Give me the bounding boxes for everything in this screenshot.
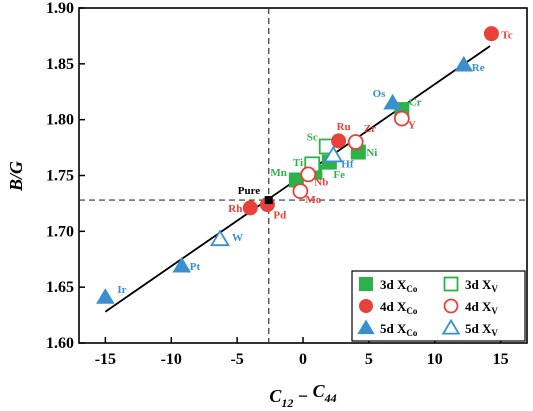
legend-label: 5d XCo <box>380 321 418 338</box>
data-point-ir <box>96 288 115 304</box>
point-label: Rh <box>228 203 242 215</box>
y-tick-label: 1.90 <box>46 0 74 17</box>
legend-marker <box>359 277 373 291</box>
legend-box <box>351 270 526 342</box>
point-label: Hf <box>341 158 354 170</box>
x-tick-label: 15 <box>493 351 509 368</box>
y-tick-label: 1.85 <box>46 56 74 73</box>
legend-label: 3d XCo <box>380 277 418 294</box>
point-label: Ni <box>366 147 377 159</box>
y-tick-label: 1.80 <box>46 112 74 129</box>
y-tick-label: 1.65 <box>46 279 74 296</box>
legend-label: 4d XCo <box>380 299 418 316</box>
data-point-w <box>210 229 230 247</box>
legend-marker <box>443 298 459 314</box>
legend-marker <box>443 276 459 292</box>
data-point-rh <box>242 200 258 216</box>
point-label: Tc <box>501 30 512 42</box>
point-label: Re <box>472 62 485 74</box>
point-label: Sc <box>307 131 318 143</box>
data-point-os <box>383 93 402 110</box>
legend-marker <box>441 318 461 335</box>
y-tick-label: 1.75 <box>46 168 74 185</box>
x-tick-label: 0 <box>299 351 307 368</box>
data-point-pt <box>172 256 192 273</box>
x-tick-label: -15 <box>95 351 116 368</box>
x-tick-label: 10 <box>427 351 443 368</box>
point-label: Os <box>373 88 387 100</box>
point-label: W <box>232 232 243 244</box>
point-label: Pt <box>190 261 201 273</box>
legend-label: 3d XV <box>465 277 498 294</box>
data-point-pure <box>264 196 273 205</box>
x-tick-label: -10 <box>161 351 182 368</box>
x-tick-label: -5 <box>230 351 243 368</box>
point-label: Ti <box>293 157 303 169</box>
point-label: Pure <box>238 185 261 197</box>
legend-label: 4d XV <box>465 299 498 316</box>
point-label: Mn <box>270 167 287 179</box>
data-point-mo <box>292 183 309 200</box>
legend-marker <box>357 319 375 335</box>
point-label: Nb <box>314 176 328 188</box>
data-point-y <box>393 110 410 127</box>
y-tick-label: 1.60 <box>46 335 74 352</box>
x-axis-title: C12 − C44 <box>269 381 336 410</box>
point-label: Zr <box>364 123 376 135</box>
point-label: Y <box>408 120 416 132</box>
data-point-re <box>454 55 474 72</box>
point-label: Ru <box>337 121 351 133</box>
point-label: Cr <box>409 97 422 109</box>
y-tick-label: 1.70 <box>46 223 74 240</box>
point-label: Ir <box>117 284 126 296</box>
point-label: Mo <box>305 194 321 206</box>
data-point-hf <box>323 145 344 163</box>
point-label: Pd <box>273 210 286 222</box>
data-point-zr <box>347 134 364 150</box>
data-point-nb <box>300 166 317 183</box>
point-label: Fe <box>333 169 345 181</box>
y-axis-title: B/G <box>6 161 26 192</box>
data-point-ru <box>331 133 347 149</box>
x-tick-label: 5 <box>365 351 373 368</box>
legend-label: 5d XV <box>465 321 498 338</box>
legend-marker <box>359 299 373 313</box>
data-point-tc <box>483 26 499 42</box>
